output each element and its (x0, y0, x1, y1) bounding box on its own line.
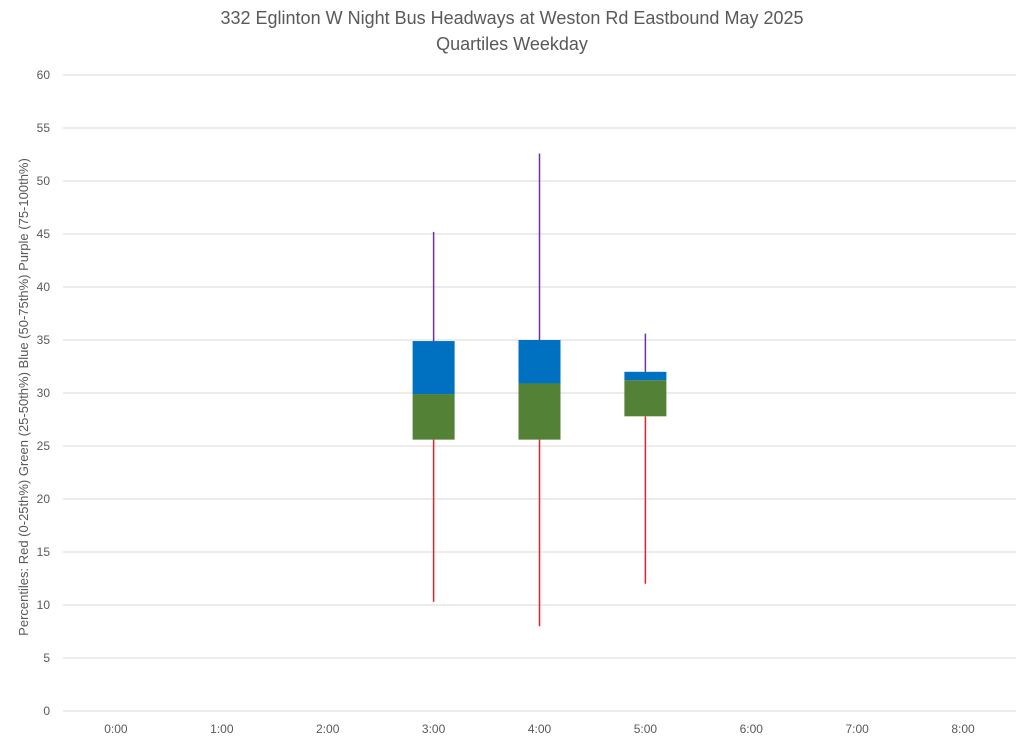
y-tick-label: 50 (37, 174, 51, 188)
x-tick-label: 6:00 (740, 722, 764, 736)
y-tick-label: 5 (43, 651, 50, 665)
x-axis-ticks: 0:00 1:00 2:00 3:00 4:00 5:00 6:00 7:00 8:00 (104, 722, 975, 736)
lower-box (412, 394, 455, 440)
x-tick-label: 8:00 (951, 722, 975, 736)
y-tick-label: 35 (37, 333, 51, 347)
lower-box (518, 383, 561, 440)
y-tick-label: 60 (37, 68, 51, 82)
x-tick-label: 1:00 (210, 722, 234, 736)
chart-subtitle: Quartiles Weekday (436, 34, 588, 54)
y-tick-label: 25 (37, 439, 51, 453)
x-tick-label: 0:00 (104, 722, 128, 736)
y-tick-label: 55 (37, 121, 51, 135)
x-tick-label: 3:00 (422, 722, 446, 736)
x-tick-label: 4:00 (528, 722, 552, 736)
chart-title: 332 Eglinton W Night Bus Headways at Wes… (220, 8, 804, 28)
lower-box (624, 380, 667, 417)
box-marks (412, 153, 667, 627)
x-tick-label: 7:00 (845, 722, 869, 736)
y-tick-label: 0 (43, 704, 50, 718)
y-tick-label: 45 (37, 227, 51, 241)
y-tick-label: 20 (37, 492, 51, 506)
y-tick-label: 40 (37, 280, 51, 294)
y-axis-label: Percentiles: Red (0-25th%) Green (25-50t… (16, 158, 31, 636)
upper-box (624, 371, 667, 381)
upper-box (412, 341, 455, 395)
y-tick-label: 15 (37, 545, 51, 559)
upper-box (518, 340, 561, 384)
y-axis-ticks: 0 5 10 15 20 25 30 35 40 45 50 55 60 (37, 68, 51, 718)
y-tick-label: 30 (37, 386, 51, 400)
x-tick-label: 2:00 (316, 722, 340, 736)
y-tick-label: 10 (37, 598, 51, 612)
x-tick-label: 5:00 (634, 722, 658, 736)
